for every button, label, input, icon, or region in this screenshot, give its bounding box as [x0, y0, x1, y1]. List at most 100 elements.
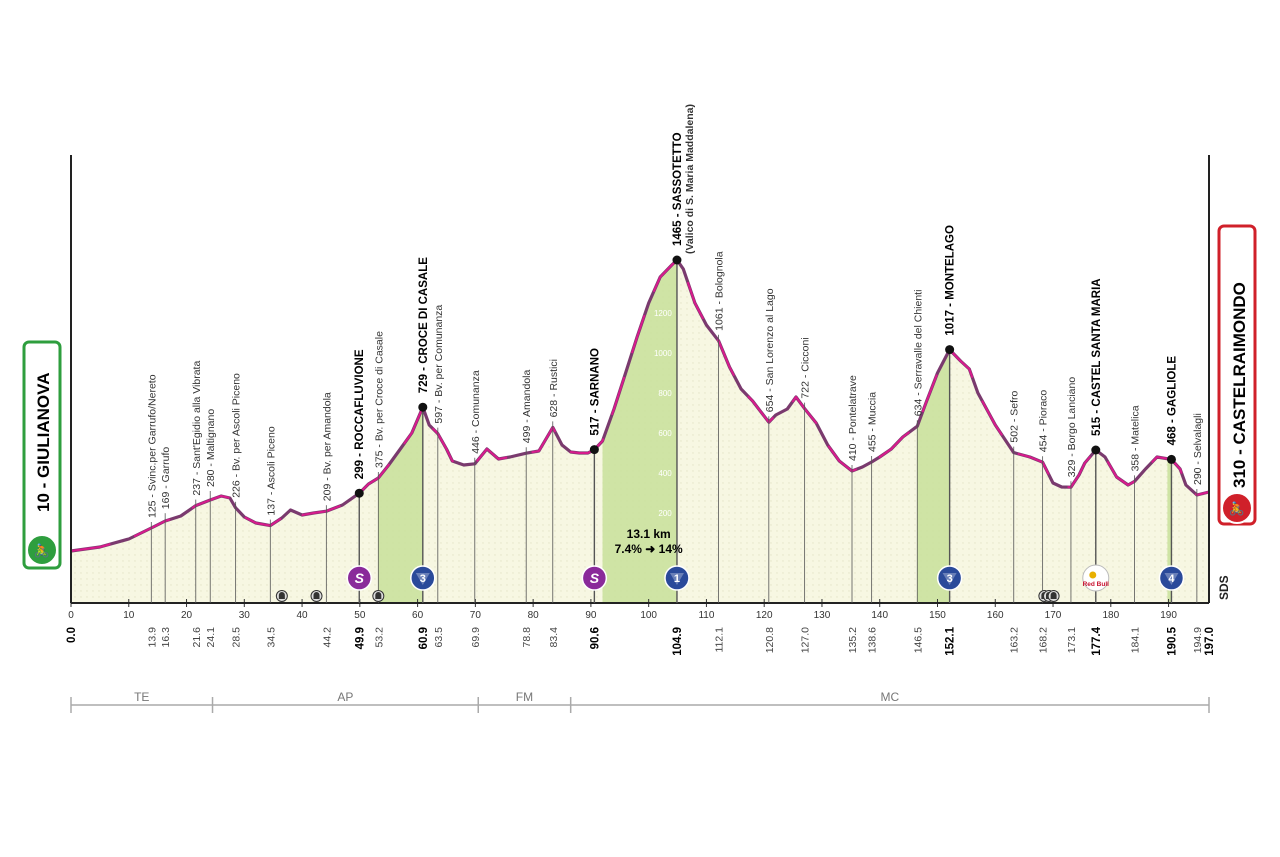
cyclist-icon-glyph: 🚴	[34, 543, 50, 558]
x-tick-label: 150	[929, 610, 946, 621]
waypoint-label: 468 - GAGLIOLE	[1166, 356, 1178, 446]
waypoint-label: 280 - Maltignano	[205, 409, 217, 487]
province-label: MC	[881, 690, 900, 704]
kom-marker-label: 3	[420, 573, 426, 585]
province-label: AP	[337, 690, 353, 704]
waypoint-label: 375 - Bv. per Croce di Casale	[373, 331, 385, 468]
waypoint-km-label: 168.2	[1038, 627, 1050, 653]
waypoint-km-label: 53.2	[373, 627, 385, 648]
climb-area	[378, 407, 423, 603]
waypoint-dot	[589, 445, 599, 455]
kom-marker-triangle	[415, 573, 430, 585]
waypoint-dot	[672, 255, 682, 265]
waypoint-km-label: 163.2	[1009, 627, 1021, 653]
x-tick-label: 60	[412, 610, 424, 621]
climb-area	[602, 260, 677, 603]
x-tick-label: 100	[640, 610, 657, 621]
finish-km-label: 197.0	[1204, 627, 1216, 656]
tunnel-icon-arch	[313, 592, 320, 599]
waypoint-km-label: 177.4	[1091, 626, 1103, 655]
waypoint-sublabel: (Valico di S. Maria Maddalena)	[684, 104, 696, 254]
waypoint-label: 454 - Pioraco	[1038, 390, 1050, 453]
waypoint-km-label: 13.9	[146, 627, 158, 648]
waypoint-km-label: 127.0	[800, 627, 812, 653]
altitude-tick-label: 600	[658, 429, 672, 438]
brand-logo: SDS	[1217, 575, 1231, 600]
bonus-marker	[1082, 564, 1110, 592]
waypoint-label: 517 - SARNANO	[589, 348, 601, 436]
waypoint-km-label: 78.8	[521, 627, 533, 648]
waypoint-label: 634 - Serravalle del Chienti	[912, 290, 924, 417]
altitude-tick-label: 400	[658, 469, 672, 478]
waypoint-km-label: 44.2	[321, 627, 333, 648]
x-tick-label: 20	[181, 610, 193, 621]
waypoint-label: 290 - Selvalagli	[1192, 413, 1204, 485]
x-tick-label: 10	[123, 610, 135, 621]
province-label: FM	[516, 690, 533, 704]
waypoint-km-label: 90.6	[589, 627, 601, 649]
waypoint-km-label: 69.9	[470, 627, 482, 648]
kom-marker-label: 1	[674, 573, 680, 585]
waypoint-label: 515 - CASTEL SANTA MARIA	[1091, 278, 1103, 436]
x-tick-label: 180	[1102, 610, 1119, 621]
waypoint-label: 410 - Pontelatrave	[847, 375, 859, 461]
waypoint-label: 299 - ROCCAFLUVIONE	[354, 349, 366, 479]
start-label: 10 - GIULIANOVA	[34, 373, 53, 512]
waypoint-label: 446 - Comunanza	[470, 370, 482, 454]
waypoint-label: 628 - Rustici	[548, 359, 560, 417]
waypoint-label: 502 - Sefro	[1009, 390, 1021, 442]
cyclist-icon	[1221, 492, 1253, 524]
waypoint-km-label: 60.9	[418, 627, 430, 649]
bonus-marker-sun	[1089, 571, 1097, 579]
kom-marker	[1158, 565, 1185, 591]
waypoint-km-label: 194.9	[1192, 627, 1204, 653]
altitude-tick-label: 200	[658, 509, 672, 518]
waypoint-label: 209 - Bv. per Amandola	[321, 392, 333, 501]
waypoint-label: 169 - Garrufo	[160, 447, 172, 510]
waypoint-km-label: 24.1	[205, 627, 217, 648]
waypoint-km-label: 104.9	[672, 627, 684, 656]
waypoint-dot	[1166, 454, 1176, 464]
climb-length-label: 13.1 km	[627, 527, 671, 541]
sprint-marker	[346, 565, 373, 591]
x-tick-label: 130	[814, 610, 831, 621]
tunnel-icon-arch	[278, 592, 285, 599]
waypoint-km-label: 152.1	[945, 626, 957, 655]
waypoint-dot	[418, 402, 428, 412]
x-tick-label: 140	[871, 610, 888, 621]
kom-marker	[664, 565, 690, 591]
x-tick-label: 50	[354, 610, 366, 621]
kom-marker-label: 4	[1168, 573, 1175, 585]
start-km-label: 0.0	[66, 627, 78, 643]
waypoint-label: 1061 - Bolognola	[714, 251, 726, 331]
waypoint-label: 1465 - SASSOTETTO	[672, 132, 684, 246]
waypoint-label: 654 - San Lorenzo al Lago	[764, 288, 776, 412]
kom-marker-triangle	[1164, 573, 1179, 585]
waypoint-km-label: 120.8	[764, 627, 776, 653]
sprint-marker	[581, 565, 608, 591]
x-tick-label: 80	[528, 610, 540, 621]
x-tick-label: 70	[470, 610, 482, 621]
waypoint-dot	[945, 345, 955, 355]
start-label-group: 10 - GIULIANOVA 🚴	[22, 340, 62, 570]
kom-marker	[936, 565, 963, 591]
waypoint-km-label: 173.1	[1066, 627, 1078, 653]
x-tick-label: 0	[68, 610, 74, 621]
x-tick-label: 30	[239, 610, 251, 621]
waypoint-km-label: 16.3	[160, 627, 172, 648]
altitude-tick-label: 1200	[654, 309, 672, 318]
altitude-tick-label: 1000	[654, 349, 672, 358]
x-tick-label: 40	[297, 610, 309, 621]
waypoint-label: 226 - Bv. per Ascoli Piceno	[231, 373, 243, 498]
climb-area	[917, 349, 950, 603]
finish-label: 310 - CASTELRAIMONDO	[1230, 282, 1249, 488]
kom-marker	[410, 565, 436, 591]
finish-label-group: 310 - CASTELRAIMONDO 🚴	[1217, 224, 1257, 526]
tunnel-icon-arch	[1050, 592, 1057, 599]
kom-marker-triangle	[669, 573, 684, 585]
kom-marker-label: 3	[947, 573, 953, 585]
waypoint-km-label: 112.1	[714, 627, 726, 653]
waypoint-dot	[354, 488, 364, 498]
